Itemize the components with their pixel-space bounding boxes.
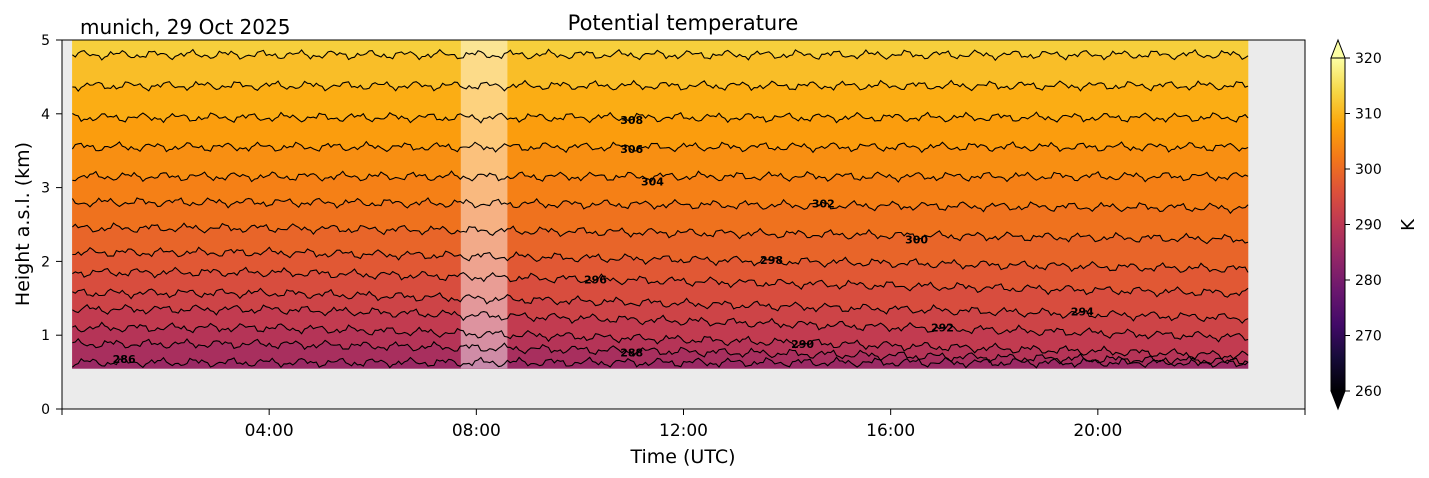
x-tick-label-16:00: 16:00 — [866, 421, 915, 441]
contour-line-306 — [71, 140, 1249, 154]
contour-label-298: 298 — [760, 254, 783, 267]
colorbar-tick-label-300: 300 — [1355, 162, 1382, 178]
x-axis-ticks: 04:00 08:00 12:00 16:00 20:00 — [61, 409, 1306, 441]
y-tick-label-4: 4 — [41, 107, 50, 123]
contour-line-310 — [72, 79, 1249, 92]
colorbar-label: K — [1398, 218, 1419, 231]
contour-label-300: 300 — [905, 234, 928, 247]
y-tick-label-5: 5 — [41, 33, 50, 49]
contour-line-288 — [72, 337, 1249, 368]
y-tick-label-3: 3 — [41, 181, 50, 197]
contour-label-306: 306 — [620, 143, 643, 156]
colorbar-ticks: 260 270 280 290 300 310 320 — [1345, 51, 1382, 400]
contour-label-304: 304 — [641, 175, 664, 188]
contour-line-298 — [72, 246, 1249, 273]
contour-line-302 — [71, 197, 1249, 215]
chart-title: Potential temperature — [568, 11, 799, 35]
y-tick-label-1: 1 — [41, 328, 50, 344]
y-tick-label-2: 2 — [41, 254, 50, 270]
colorbar-tick-label-270: 270 — [1355, 329, 1382, 345]
contour-lines — [71, 48, 1249, 369]
contour-line-312 — [72, 48, 1249, 62]
colorbar-gradient — [1330, 57, 1346, 392]
contour-label-302: 302 — [812, 197, 835, 210]
y-axis-label: Height a.s.l. (km) — [12, 142, 34, 306]
contour-label-294: 294 — [1071, 305, 1094, 318]
x-axis-label: Time (UTC) — [629, 446, 735, 468]
x-tick-label-20:00: 20:00 — [1073, 421, 1122, 441]
contour-label-288: 288 — [620, 346, 643, 359]
colorbar-extend-min — [1330, 390, 1346, 411]
contour-line-286 — [72, 356, 1249, 369]
colorbar-tick-label-310: 310 — [1355, 107, 1382, 123]
contour-label-296: 296 — [584, 274, 607, 287]
contour-line-292 — [72, 303, 1249, 343]
x-tick-label-04:00: 04:00 — [245, 421, 294, 441]
y-axis-ticks: 0 1 2 3 4 5 — [41, 33, 62, 418]
colorbar-tick-label-280: 280 — [1355, 273, 1382, 289]
contour-line-296 — [72, 266, 1249, 298]
contour-label-308: 308 — [620, 114, 643, 127]
contour-line-290 — [72, 321, 1249, 360]
contour-label-290: 290 — [791, 338, 814, 351]
colorbar-extend-max — [1330, 38, 1346, 59]
location-date-label: munich, 29 Oct 2025 — [80, 15, 290, 39]
y-tick-label-0: 0 — [41, 402, 50, 418]
x-tick-label-12:00: 12:00 — [659, 421, 708, 441]
x-tick-label-08:00: 08:00 — [452, 421, 501, 441]
contour-label-286: 286 — [113, 353, 136, 366]
contour-line-304 — [72, 170, 1249, 183]
contour-line-308 — [72, 111, 1249, 124]
colorbar: 260 270 280 290 300 310 320 K — [1330, 38, 1419, 411]
contour-labels: 286 288 290 292 294 296 298 300 302 304 306 308 — [113, 114, 1094, 366]
contour-line-294 — [72, 287, 1249, 324]
contour-label-292: 292 — [931, 322, 954, 335]
colorbar-tick-label-320: 320 — [1355, 51, 1382, 67]
colorbar-tick-label-260: 260 — [1355, 384, 1382, 400]
contour-line-300 — [72, 222, 1249, 245]
colorbar-tick-label-290: 290 — [1355, 218, 1382, 234]
